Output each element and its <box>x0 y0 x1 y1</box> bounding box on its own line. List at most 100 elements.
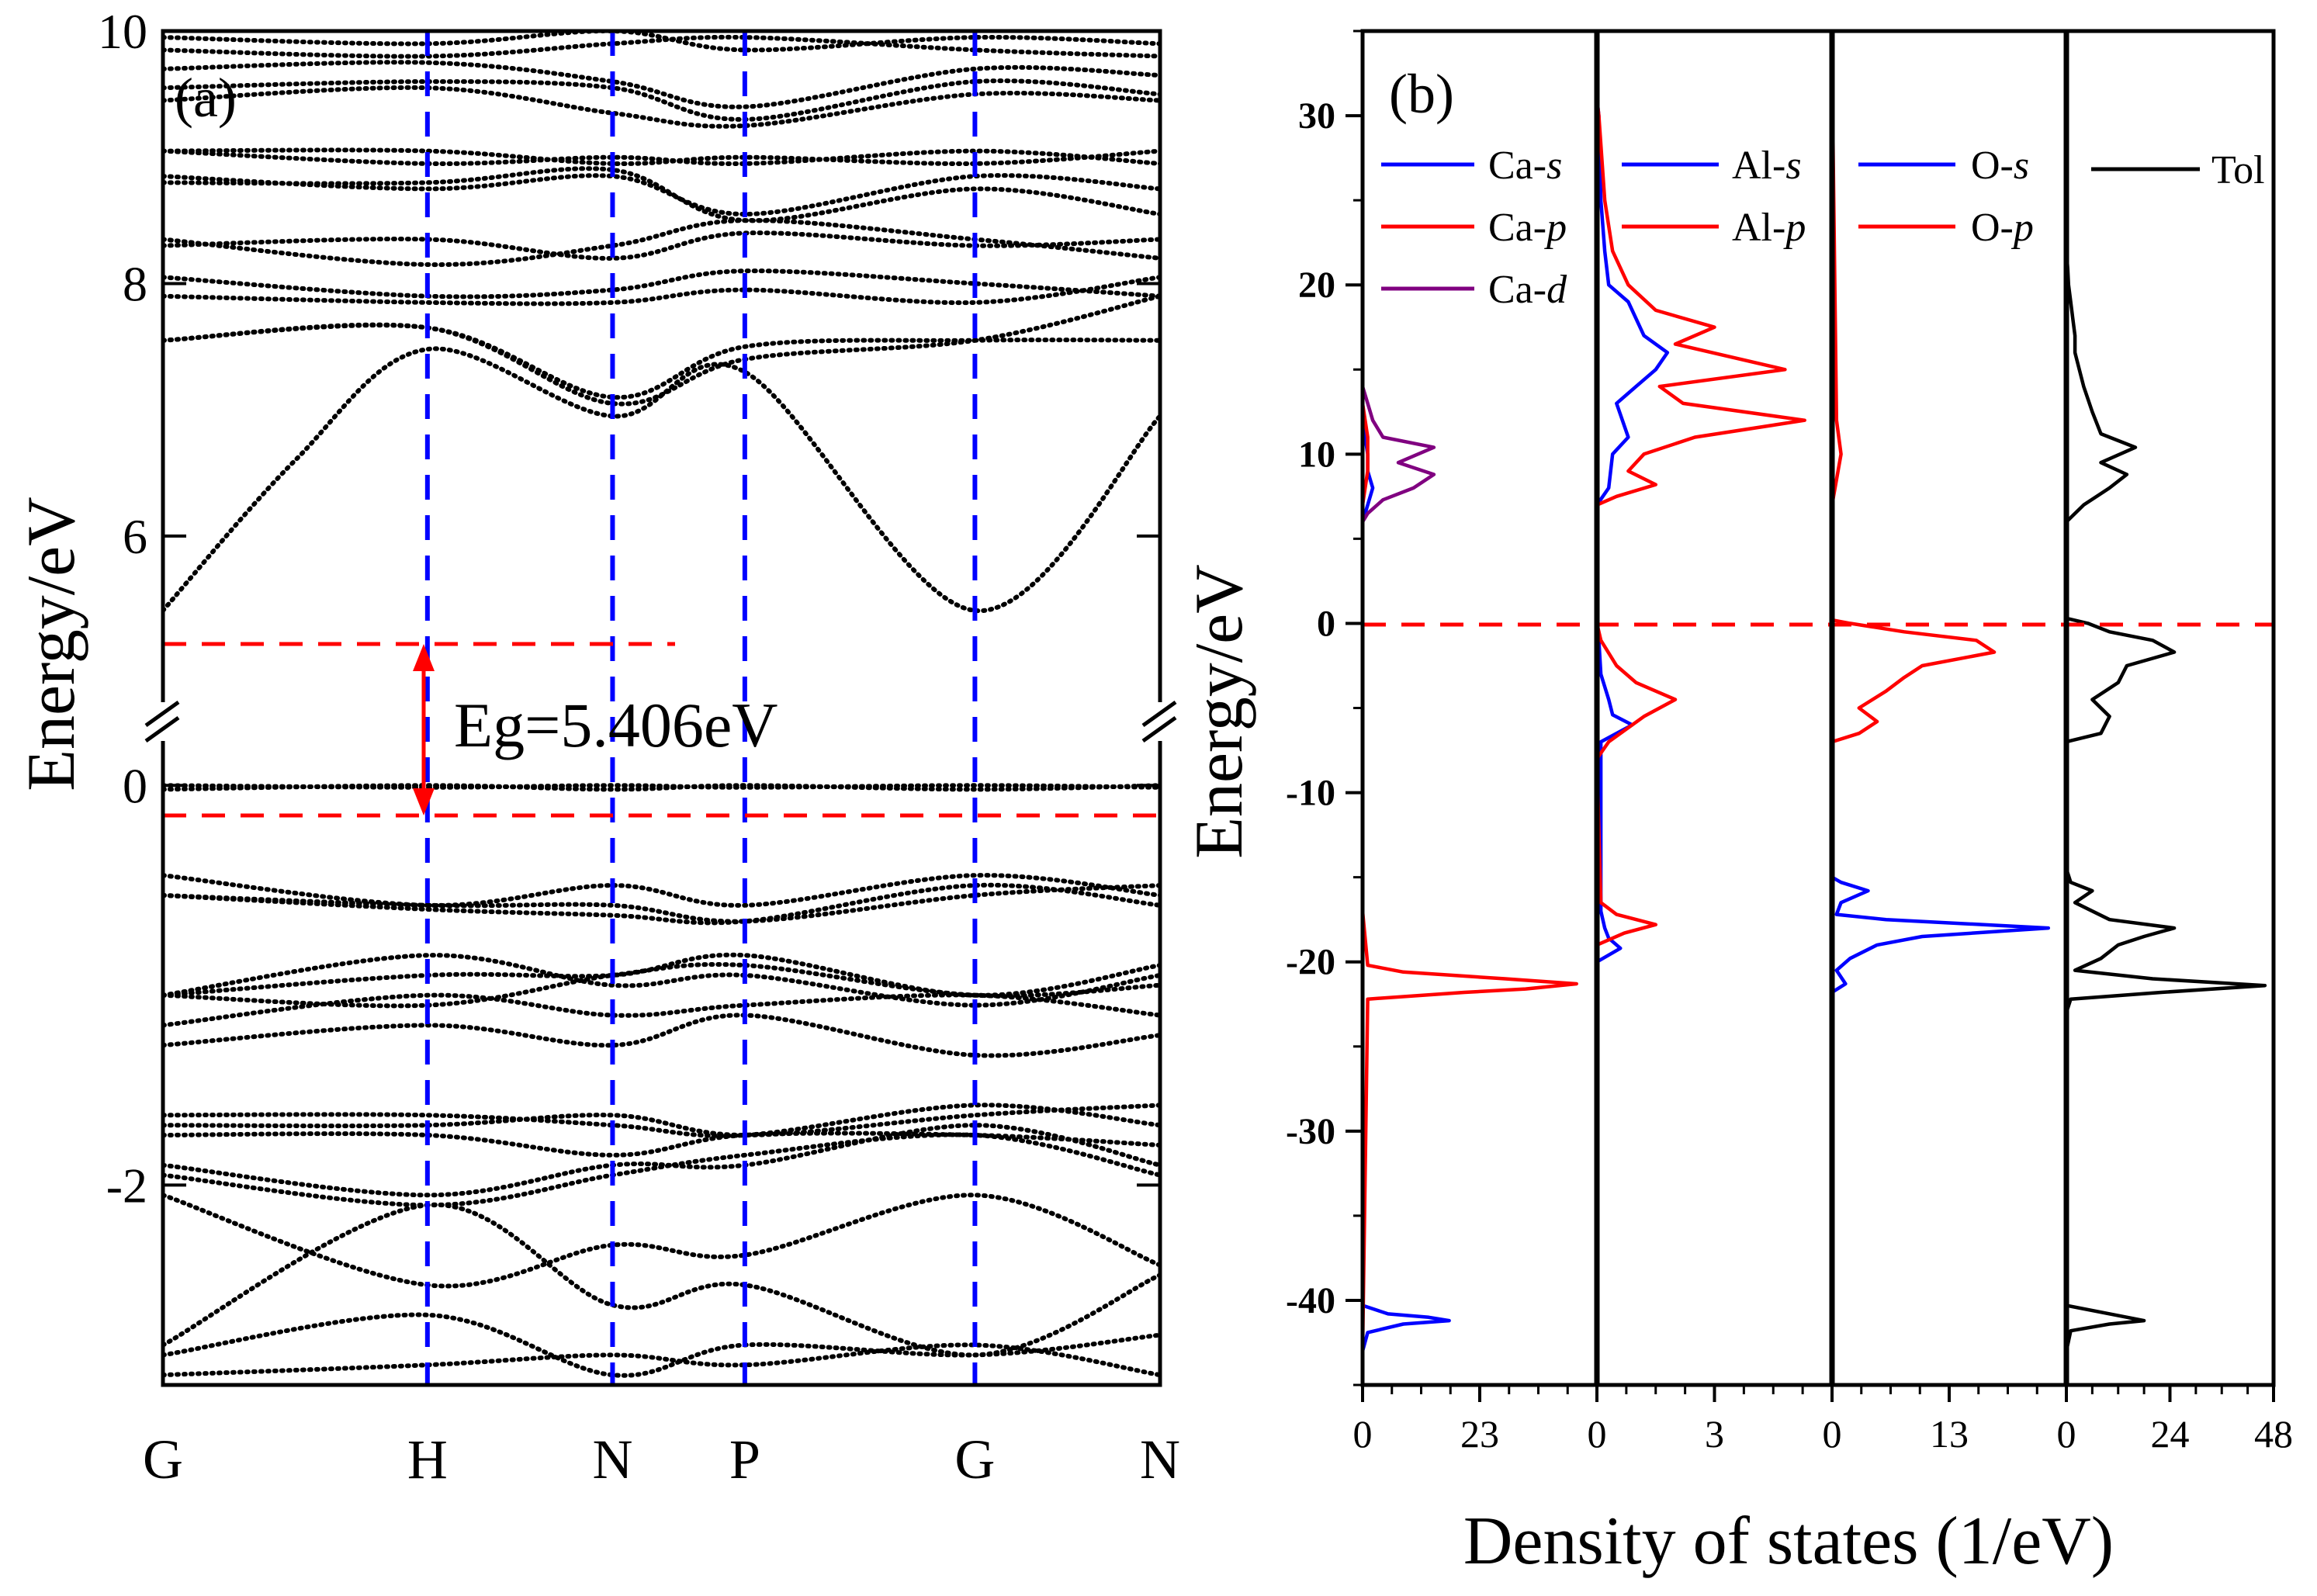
band-line <box>163 34 1160 59</box>
band-line <box>163 1013 1160 1058</box>
band-line <box>163 1342 1160 1378</box>
dos-curve <box>1360 64 1451 1352</box>
band-line <box>163 961 1160 1009</box>
kpoint-label: G <box>143 1428 183 1490</box>
band-line <box>163 883 1160 924</box>
y-tick-label: 8 <box>123 256 147 311</box>
dos-x-tick-label: 0 <box>1823 1412 1842 1456</box>
band-line <box>163 275 1160 306</box>
axis-break-marks <box>144 700 1179 743</box>
dos-curve <box>1830 64 1997 1352</box>
legend-item: Al-s <box>1622 144 1802 188</box>
dos-x-axis-ticks: 0 23 0 3 0 13 0 24 48 <box>1353 1385 2293 1456</box>
panel-b-x-axis-label: Density of states (1/eV) <box>1463 1504 2114 1579</box>
y-axis-ticks: 0 -2 6 8 10 <box>98 4 1160 1213</box>
dos-y-tick-label: 0 <box>1317 603 1335 644</box>
band-line <box>163 78 1160 122</box>
y-tick-label: 6 <box>123 509 147 564</box>
band-line <box>163 147 1160 167</box>
legend-label: Al-s <box>1732 144 1802 188</box>
legend-label: Tol <box>2211 148 2265 192</box>
band-line <box>163 293 1160 407</box>
band-line <box>163 1132 1160 1208</box>
dos-curves <box>1360 64 2267 1352</box>
y-tick-label: -2 <box>106 1158 147 1213</box>
band-gap-arrow <box>413 644 435 815</box>
panel-a-label: (a) <box>175 67 237 129</box>
panel-b-label: (b) <box>1389 63 1454 125</box>
dos-x-tick-label: 23 <box>1460 1412 1499 1456</box>
legend-label: Ca-d <box>1488 268 1567 312</box>
band-line <box>163 1193 1160 1289</box>
dos-x-tick-label: 3 <box>1705 1412 1724 1456</box>
y-tick-label: 0 <box>123 758 147 813</box>
dos-x-tick-label: 13 <box>1930 1412 1969 1456</box>
legend-label: O-p <box>1971 206 2034 250</box>
dos-curve <box>1595 99 1670 1352</box>
legend-label: Ca-s <box>1488 144 1562 188</box>
dos-y-tick-label: 20 <box>1298 265 1335 306</box>
legend-item: Tol <box>2091 148 2265 192</box>
dos-curve <box>1360 64 1436 1352</box>
dos-curve <box>1595 99 1806 1352</box>
band-line <box>163 31 1160 53</box>
band-line <box>163 882 1160 926</box>
band-line <box>163 268 1160 299</box>
legend-label: Al-p <box>1732 206 1806 250</box>
dos-curve <box>1830 64 2051 1352</box>
band-line <box>163 953 1160 1008</box>
band-line <box>163 218 1160 268</box>
band-line <box>163 346 1160 613</box>
dos-y-tick-label: 10 <box>1298 434 1335 475</box>
panel-a-y-axis-label: Energy/eV <box>14 497 89 791</box>
dos-y-axis-ticks: -40 -30 -20 -10 0 10 20 30 <box>1286 29 1363 1387</box>
band-line <box>163 1130 1160 1158</box>
legend-item: O-s <box>1858 144 2029 188</box>
band-line <box>163 783 1160 792</box>
dos-x-tick-label: 48 <box>2254 1412 2293 1456</box>
y-tick-label: 10 <box>98 4 147 59</box>
legend-item: Ca-p <box>1381 206 1567 250</box>
legend-item: Al-p <box>1622 206 1806 250</box>
kpoint-label: P <box>729 1428 760 1490</box>
band-structure-panel: 0 -2 6 8 10 (a) Eg=5.406eV Energy/eV G H N P G N <box>14 4 1180 1490</box>
band-line <box>163 230 1160 261</box>
legend-label: Ca-p <box>1488 206 1567 250</box>
dos-y-tick-label: -20 <box>1286 942 1335 983</box>
dos-y-tick-label: -40 <box>1286 1280 1335 1321</box>
band-line <box>163 952 1160 998</box>
kpoint-label: H <box>407 1428 448 1490</box>
kpoint-label: G <box>954 1428 995 1490</box>
dos-x-tick-label: 0 <box>1588 1412 1607 1456</box>
band-lines <box>163 31 1160 1378</box>
dos-x-tick-label: 0 <box>1353 1412 1373 1456</box>
kpoint-label: N <box>592 1428 632 1490</box>
dos-curve <box>1360 64 1578 1352</box>
legend-item: Ca-d <box>1381 268 1567 312</box>
dos-curve <box>2064 251 2267 1352</box>
kpoint-label: N <box>1140 1428 1180 1490</box>
band-line <box>163 1103 1160 1138</box>
band-line <box>163 992 1160 1028</box>
panel-b-y-axis-label: Energy/eV <box>1182 564 1257 859</box>
high-symmetry-lines <box>424 31 978 1385</box>
dos-y-tick-label: 30 <box>1298 95 1335 137</box>
band-line <box>163 323 1160 400</box>
dos-x-tick-label: 24 <box>2151 1412 2190 1456</box>
legend-item: O-p <box>1858 206 2034 250</box>
legend-item: Ca-s <box>1381 144 1562 188</box>
dos-x-tick-label: 0 <box>2057 1412 2076 1456</box>
band-line <box>163 85 1160 129</box>
band-line <box>163 1103 1160 1138</box>
band-line <box>163 60 1160 109</box>
dos-y-tick-label: -10 <box>1286 773 1335 814</box>
band-line <box>163 1202 1160 1358</box>
band-line <box>163 873 1160 908</box>
band-gap-annotation: Eg=5.406eV <box>454 690 778 760</box>
band-line <box>163 173 1160 217</box>
band-line <box>163 1312 1160 1378</box>
legend-label: O-s <box>1971 144 2029 188</box>
